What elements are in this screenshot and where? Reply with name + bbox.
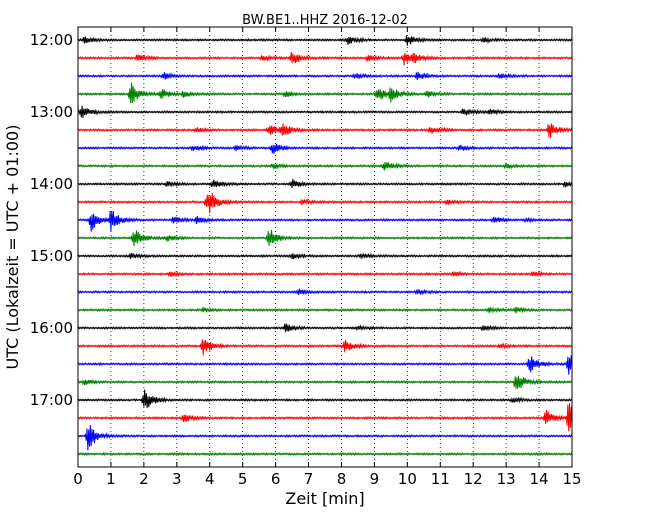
trace-1415 bbox=[77, 193, 573, 214]
trace-1745 bbox=[77, 451, 573, 457]
x-tick-label: 2 bbox=[139, 470, 149, 488]
trace-1445 bbox=[77, 230, 573, 247]
x-tick-label: 7 bbox=[304, 470, 314, 488]
trace-1730 bbox=[77, 424, 573, 451]
x-axis-ticks: 0 1 2 3 4 5 6 7 8 9 10 11 12 13 14 15 bbox=[73, 27, 582, 488]
x-tick-label: 13 bbox=[497, 470, 516, 488]
trace-1715 bbox=[77, 403, 573, 432]
x-tick-label: 5 bbox=[238, 470, 248, 488]
x-tick-label: 12 bbox=[464, 470, 483, 488]
trace-1515 bbox=[77, 270, 573, 278]
y-axis-ticks: 12:00 13:00 14:00 15:00 16:00 17:00 bbox=[30, 31, 572, 409]
grid-lines bbox=[110, 27, 540, 467]
x-tick-label: 15 bbox=[562, 470, 581, 488]
trace-1600 bbox=[77, 323, 573, 333]
y-tick-label: 12:00 bbox=[30, 31, 73, 49]
x-tick-label: 6 bbox=[271, 470, 281, 488]
trace-1545 bbox=[77, 306, 573, 314]
trace-1300 bbox=[77, 105, 573, 118]
x-tick-label: 8 bbox=[337, 470, 347, 488]
trace-1245 bbox=[77, 82, 573, 104]
x-tick-label: 1 bbox=[106, 470, 116, 488]
x-tick-label: 11 bbox=[431, 470, 450, 488]
trace-1215 bbox=[77, 51, 573, 66]
trace-1500 bbox=[77, 252, 573, 260]
trace-1200 bbox=[77, 35, 573, 46]
y-tick-label: 16:00 bbox=[30, 319, 73, 337]
x-tick-label: 3 bbox=[172, 470, 182, 488]
seismogram-traces bbox=[77, 35, 573, 457]
x-tick-label: 14 bbox=[530, 470, 549, 488]
trace-1630 bbox=[77, 355, 573, 375]
y-tick-label: 15:00 bbox=[30, 247, 73, 265]
trace-1530 bbox=[77, 288, 573, 296]
y-tick-label: 13:00 bbox=[30, 103, 73, 121]
y-axis-label: UTC (Lokalzeit = UTC + 01:00) bbox=[3, 125, 22, 370]
trace-1315 bbox=[77, 123, 573, 138]
trace-1345 bbox=[77, 161, 573, 171]
trace-1230 bbox=[77, 71, 573, 81]
x-tick-label: 0 bbox=[73, 470, 83, 488]
y-tick-label: 17:00 bbox=[30, 391, 73, 409]
trace-1430 bbox=[77, 210, 573, 232]
x-tick-label: 9 bbox=[370, 470, 380, 488]
x-tick-label: 10 bbox=[398, 470, 417, 488]
y-tick-label: 14:00 bbox=[30, 175, 73, 193]
trace-1400 bbox=[77, 178, 573, 189]
x-tick-label: 4 bbox=[205, 470, 215, 488]
chart-title: BW.BE1..HHZ 2016-12-02 bbox=[242, 13, 408, 28]
trace-1645 bbox=[77, 375, 573, 389]
trace-1330 bbox=[77, 143, 573, 155]
x-axis-label: Zeit [min] bbox=[285, 489, 364, 508]
trace-1700 bbox=[77, 389, 573, 408]
plot-frame bbox=[77, 26, 573, 468]
trace-1615 bbox=[77, 339, 573, 356]
plot-background bbox=[78, 27, 572, 467]
